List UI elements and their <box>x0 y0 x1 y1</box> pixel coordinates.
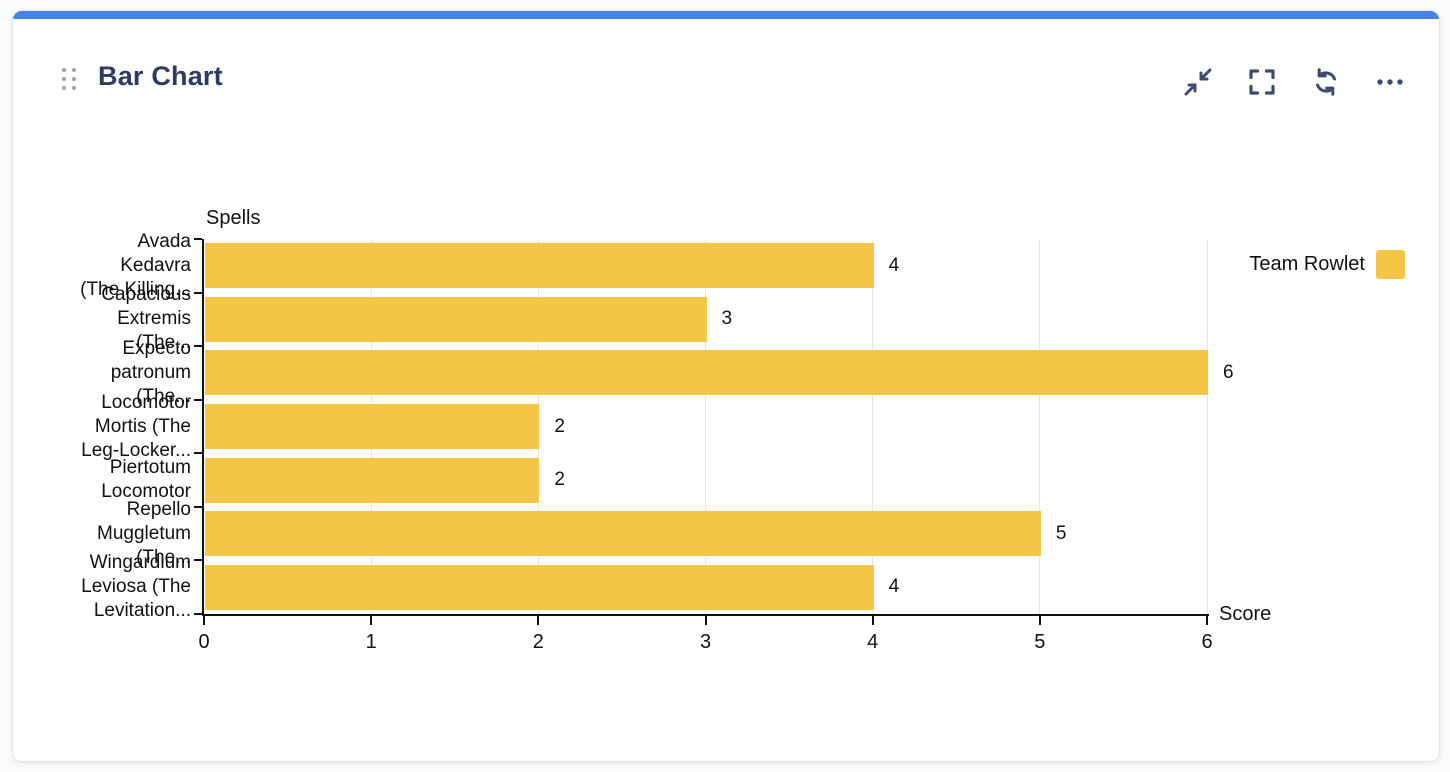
y-axis-category-label: Avada Kedavra (The Killing... <box>80 230 191 300</box>
bar[interactable] <box>205 296 707 342</box>
widget-title: Bar Chart <box>98 61 223 91</box>
y-axis-category-label: Expecto patronum (The... <box>110 337 191 407</box>
bar-value-label: 4 <box>888 254 900 276</box>
widget-actions <box>1181 65 1407 99</box>
bar[interactable] <box>205 511 1041 557</box>
y-axis-category-label: Locomotor Mortis (The Leg-Locker... <box>81 391 191 461</box>
ellipsis-icon <box>1377 79 1403 85</box>
y-axis-category-label: Piertotum Locomotor <box>101 457 191 503</box>
x-axis-tick-label: 4 <box>867 631 879 653</box>
bar-value-label: 2 <box>554 469 565 491</box>
fullscreen-button[interactable] <box>1245 65 1279 99</box>
y-axis-tick <box>194 398 202 401</box>
x-axis-tick-label: 2 <box>532 631 544 653</box>
fullscreen-icon <box>1249 69 1275 95</box>
y-axis-tick <box>194 345 202 348</box>
y-axis-tick <box>194 559 202 562</box>
legend-item[interactable]: Team Rowlet <box>1249 249 1405 279</box>
legend-label: Team Rowlet <box>1249 252 1365 275</box>
y-axis-category-label: Repello Muggletum (The... <box>97 498 191 568</box>
x-axis-tick <box>1206 616 1208 625</box>
x-axis-tick <box>704 616 707 625</box>
gridline <box>872 239 874 614</box>
legend-swatch <box>1376 249 1405 279</box>
y-axis-line <box>202 239 204 616</box>
bar[interactable] <box>205 243 874 289</box>
x-axis-tick <box>370 616 373 625</box>
x-axis-tick-label: 6 <box>1201 631 1213 653</box>
collapse-button[interactable] <box>1181 65 1215 99</box>
widget-accent-bar <box>13 11 1439 19</box>
x-axis-title: Score <box>1219 603 1272 625</box>
x-axis-tick <box>203 616 205 625</box>
x-axis-tick <box>871 616 874 625</box>
bar-value-label: 5 <box>1055 522 1067 544</box>
x-axis-tick-label: 0 <box>198 631 210 653</box>
collapse-icon <box>1184 68 1212 96</box>
y-axis-tick <box>194 613 202 615</box>
more-options-button[interactable] <box>1373 65 1407 99</box>
refresh-icon <box>1316 68 1336 96</box>
bar-value-label: 2 <box>554 415 565 437</box>
x-axis-tick-label: 3 <box>699 631 712 653</box>
y-axis-category-label: Wingardium Leviosa (The Levitation... <box>81 552 191 622</box>
bar[interactable] <box>205 404 540 449</box>
x-axis-tick-label: 5 <box>1034 631 1046 653</box>
bar[interactable] <box>205 350 1208 396</box>
gridline <box>705 239 706 614</box>
x-axis-tick <box>1038 616 1041 625</box>
y-axis-tick <box>194 505 202 508</box>
bar[interactable] <box>205 457 540 503</box>
refresh-button[interactable] <box>1309 65 1343 99</box>
bar-value-label: 4 <box>888 576 900 598</box>
y-axis-tick <box>194 238 202 240</box>
x-axis-tick <box>537 616 540 625</box>
bar[interactable] <box>205 564 874 610</box>
x-axis-line <box>202 614 1209 616</box>
drag-handle-icon[interactable] <box>62 68 76 90</box>
bar-value-label: 3 <box>721 308 733 330</box>
y-axis-category-label: Capacious Extremis (The... <box>101 284 191 354</box>
gridline <box>1206 239 1208 614</box>
gridline <box>1039 239 1041 614</box>
x-axis-tick-label: 1 <box>365 631 377 653</box>
bar-chart: Spells Score Team Rowlet 4 Avada Kedavra (T… <box>13 11 1439 761</box>
y-axis-tick <box>194 291 202 294</box>
y-axis-tick <box>194 452 202 455</box>
chart-widget-card: Bar Chart <box>12 10 1440 762</box>
bar-value-label: 6 <box>1223 361 1234 383</box>
y-axis-title: Spells <box>206 207 261 229</box>
